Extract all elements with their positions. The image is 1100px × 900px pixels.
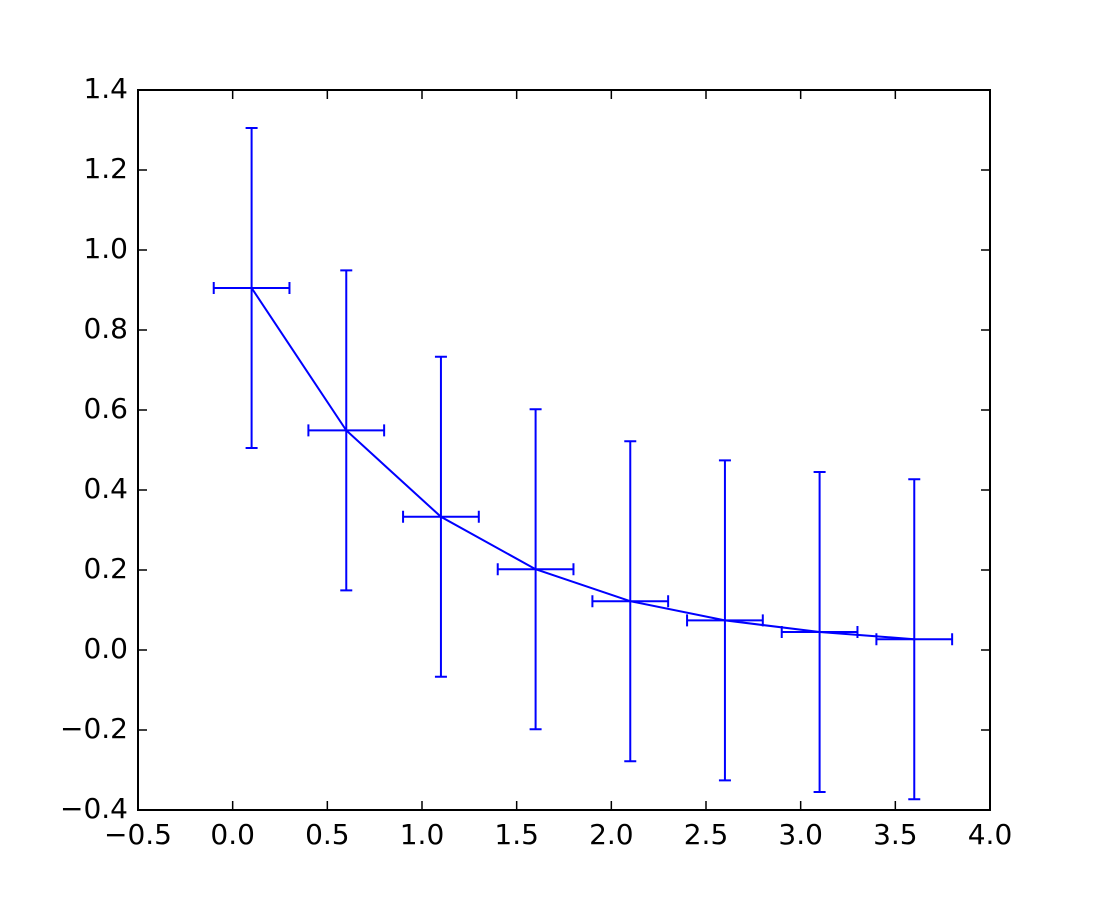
x-tick-label: 3.0	[778, 818, 823, 851]
y-tick-label: −0.4	[60, 792, 128, 825]
y-tick-label: −0.2	[60, 712, 128, 745]
x-error-bar	[307, 424, 386, 437]
x-error-bar	[591, 595, 670, 608]
x-tick-label: 3.5	[873, 818, 918, 851]
plot-frame	[137, 89, 991, 811]
x-tick-label: 0.0	[210, 818, 255, 851]
line	[250, 287, 915, 641]
x-error-bar	[496, 563, 575, 576]
y-tick-label: 0.2	[83, 552, 128, 585]
y-tick-label: 0.6	[83, 392, 128, 425]
x-error-bar	[402, 510, 480, 523]
x-tick-label: 0.5	[305, 818, 350, 851]
x-error-bar	[212, 282, 291, 294]
x-error-bar	[780, 626, 859, 638]
y-tick-label: 1.0	[83, 232, 128, 265]
x-tick-label: 1.5	[494, 818, 539, 851]
x-tick-label: −0.5	[104, 818, 172, 851]
x-error-bar	[875, 633, 954, 646]
y-tick-label: 0.8	[83, 312, 128, 345]
x-tick-label: 4.0	[968, 818, 1013, 851]
x-error-bar	[686, 614, 764, 627]
y-tick-label: 1.4	[83, 72, 128, 105]
x-tick-label: 1.0	[400, 818, 445, 851]
y-tick-label: 0.4	[83, 472, 128, 505]
y-tick-label: 0.0	[83, 632, 128, 665]
x-tick-label: 2.5	[684, 818, 729, 851]
x-tick-label: 2.0	[589, 818, 634, 851]
y-tick-label: 1.2	[83, 152, 128, 185]
